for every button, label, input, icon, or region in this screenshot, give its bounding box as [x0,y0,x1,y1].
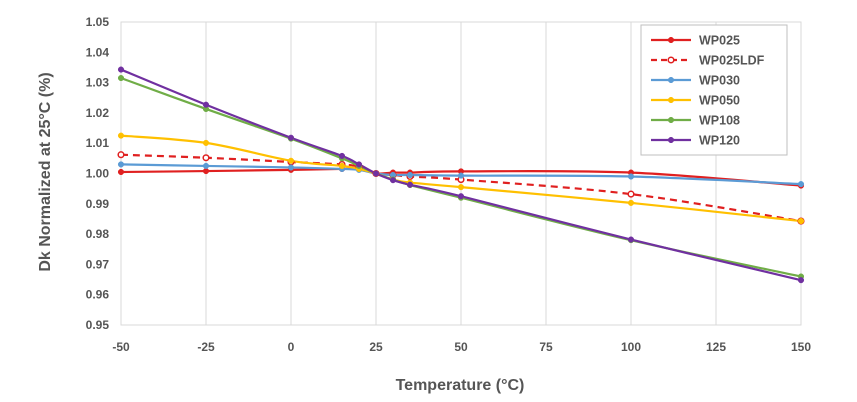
x-tick-label: -25 [197,340,215,354]
x-tick-label: 25 [369,340,383,354]
data-point-wp025 [202,168,210,175]
y-tick-label: 1.01 [86,136,110,150]
data-point-wp030 [117,161,125,168]
y-tick-label: 1.00 [86,167,110,181]
legend-label-wp025: WP025 [699,34,740,48]
data-point-wp120 [406,181,414,188]
data-point-wp120 [627,236,635,243]
series-line-wp030 [120,163,802,186]
y-tick-label: 0.98 [86,227,110,241]
series-line-wp120 [120,68,802,282]
data-point-wp030 [457,172,465,179]
data-point-wp108 [117,75,125,82]
x-tick-label: 75 [539,340,553,354]
x-axis-title: Temperature (°C) [396,377,525,394]
x-tick-label: -50 [112,340,130,354]
data-point-wp030 [287,164,295,171]
x-tick-label: 0 [288,340,295,354]
x-tick-label: 50 [454,340,468,354]
series-lines [120,68,802,282]
data-point-wp025ldf [202,154,210,162]
data-point-wp120 [457,193,465,200]
legend-label-wp050: WP050 [699,94,740,108]
y-tick-label: 0.95 [86,318,110,332]
data-point-wp120 [338,152,346,159]
data-point-wp050 [287,157,295,164]
x-tick-label: 100 [621,340,641,354]
data-point-wp120 [797,277,805,284]
y-tick-label: 1.05 [86,15,110,29]
x-tick-label: 125 [706,340,726,354]
data-point-wp025ldf [117,151,125,159]
legend-marker-wp025 [667,36,675,44]
data-point-wp030 [202,162,210,169]
series-points [117,66,805,284]
y-tick-label: 0.96 [86,288,110,302]
y-tick-label: 0.97 [86,257,110,271]
data-point-wp050 [117,132,125,139]
legend-box [640,24,788,156]
y-tick-label: 1.03 [86,76,110,90]
x-tick-label: 150 [791,340,811,354]
data-point-wp120 [287,134,295,141]
legend-marker-wp108 [667,116,675,124]
legend: WP025 WP025LDF WP030 WP050 WP108 WP120 [640,24,788,156]
legend-marker-wp120 [667,136,675,144]
data-point-wp025ldf [627,190,635,198]
y-tick-label: 0.99 [86,197,110,211]
legend-label-wp120: WP120 [699,134,740,148]
legend-marker-wp050 [667,96,675,104]
data-point-wp050 [457,184,465,191]
data-point-wp120 [389,177,397,184]
data-point-wp120 [202,101,210,108]
legend-label-wp025ldf: WP025LDF [699,54,765,68]
data-point-wp025 [117,168,125,176]
data-point-wp120 [372,170,380,177]
data-point-wp120 [117,66,125,73]
data-point-wp050 [627,199,635,206]
legend-marker-wp030 [667,76,675,84]
y-tick-label: 1.02 [86,106,110,120]
y-tick-label: 1.04 [86,45,110,59]
data-point-wp050 [202,139,210,146]
data-point-wp030 [797,181,805,188]
x-axis-tick-labels: -50 -25 0 25 50 75 100 125 150 [112,340,811,354]
legend-label-wp030: WP030 [699,74,740,88]
y-axis-title: Dk Normalized at 25°C (%) [37,72,54,271]
data-point-wp030 [406,171,414,179]
data-point-wp050 [338,162,346,169]
legend-label-wp108: WP108 [699,114,740,128]
data-point-wp050 [797,218,805,225]
data-point-wp120 [355,161,363,168]
legend-marker-wp025ldf [667,56,675,64]
data-point-wp030 [627,173,635,180]
series-line-wp025ldf [120,153,802,223]
y-axis-tick-labels: 0.95 0.96 0.97 0.98 0.99 1.00 1.01 1.02 1.03 1.04… [86,15,110,332]
